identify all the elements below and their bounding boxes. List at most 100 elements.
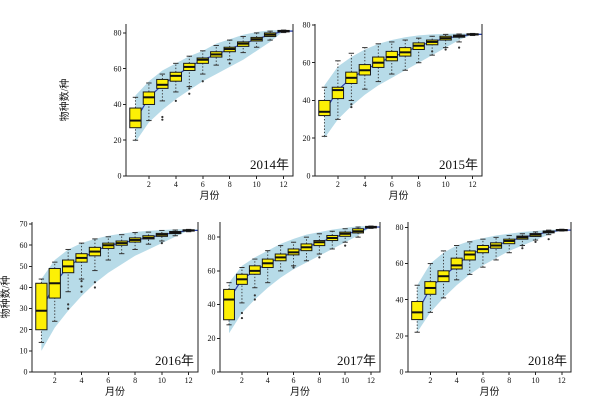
- box-month-1: [223, 282, 235, 326]
- y-tick-label: 30: [20, 304, 28, 313]
- box-month-2: [48, 261, 61, 322]
- y-tick-label: 70: [20, 220, 28, 229]
- box-month-11: [352, 226, 364, 238]
- x-tick-label: 12: [367, 376, 375, 385]
- x-tick-label: 8: [417, 180, 421, 189]
- year-label: 2014年: [250, 157, 289, 172]
- y-tick-label: 20: [20, 325, 28, 334]
- box-rect: [129, 107, 142, 129]
- outlier-point: [161, 115, 164, 119]
- box-month-3: [345, 52, 358, 101]
- confidence-band: [417, 229, 571, 333]
- year-label: 2015年: [439, 157, 478, 172]
- box-month-8: [412, 37, 425, 64]
- box-month-5: [88, 238, 102, 272]
- x-tick-label: 4: [174, 180, 178, 189]
- y-tick-label: 20: [208, 334, 216, 343]
- outlier-point: [521, 247, 524, 250]
- box-month-12: [182, 228, 195, 233]
- y-tick-label: 40: [208, 300, 216, 309]
- box-month-10: [155, 229, 168, 242]
- outlier-point: [534, 240, 537, 243]
- y-tick-label: 20: [303, 134, 311, 143]
- x-tick-label: 8: [133, 376, 137, 385]
- y-tick-label: 0: [307, 172, 311, 181]
- y-tick-label: 0: [400, 368, 404, 377]
- outlier-point: [188, 92, 191, 95]
- box-month-10: [529, 231, 542, 241]
- y-tick-label: 50: [20, 262, 28, 271]
- x-tick-label: 6: [390, 180, 394, 189]
- box-month-8: [503, 235, 516, 254]
- axes-frame: [407, 222, 572, 373]
- box-month-5: [463, 241, 476, 275]
- confidence-band: [324, 33, 482, 139]
- x-tick-label: 10: [158, 376, 166, 385]
- x-tick-label: 8: [507, 376, 511, 385]
- box-month-6: [385, 41, 398, 75]
- box-month-1: [129, 96, 142, 141]
- x-tick-label: 10: [341, 376, 349, 385]
- x-tick-label: 10: [532, 376, 540, 385]
- box-month-8: [313, 233, 326, 255]
- x-axis-label: 月份: [290, 386, 310, 398]
- chart-panel-2015: 0 20 40 60 80 2 4 6 8 10 12 月份 2015年: [290, 2, 490, 204]
- year-label: 2016年: [155, 353, 194, 368]
- outlier-point: [67, 303, 70, 306]
- axes-frame: [219, 222, 381, 373]
- box-month-9: [326, 230, 339, 250]
- box-rect: [411, 301, 424, 321]
- chart-panel-2016: 0 10 20 30 40 50 60 70 2 4 6 8 10 12 月份 物种数/种 2016年: [0, 212, 204, 404]
- x-tick-label: 4: [363, 180, 367, 189]
- outlier-point: [67, 307, 70, 310]
- chart-panel-2018: 0 20 40 60 80 2 4 6 8 10 12 月份 2018年: [388, 212, 578, 404]
- y-tick-label: 40: [20, 283, 28, 292]
- box-month-10: [250, 32, 263, 48]
- box-month-4: [169, 62, 182, 93]
- outlier-point: [344, 244, 347, 247]
- box-month-11: [452, 33, 466, 43]
- box-month-2: [142, 82, 156, 122]
- y-tick-label: 80: [208, 233, 216, 242]
- box-month-10: [339, 228, 352, 243]
- box-month-3: [156, 73, 169, 102]
- box-month-11: [263, 30, 277, 41]
- x-tick-label: 2: [428, 376, 432, 385]
- box-month-2: [331, 60, 345, 120]
- box-month-8: [128, 232, 142, 250]
- x-axis-label: 月份: [200, 190, 220, 202]
- y-tick-label: 60: [303, 58, 311, 67]
- x-tick-label: 8: [228, 180, 232, 189]
- x-tick-label: 6: [481, 376, 485, 385]
- outlier-point: [80, 290, 83, 293]
- box-month-1: [411, 284, 424, 333]
- chart-panel-2017: 0 20 40 60 80 2 4 6 8 10 12 月份 2017年: [200, 212, 386, 404]
- confidence-band: [41, 229, 198, 351]
- boxplot-svg-2017年: 0 20 40 60 80 2 4 6 8 10 12 月份 2017年: [208, 222, 381, 398]
- outlier-point: [431, 50, 434, 53]
- box-month-7: [490, 236, 503, 261]
- box-rect: [223, 288, 235, 321]
- x-tick-label: 10: [442, 180, 450, 189]
- y-tick-label: 60: [114, 64, 122, 73]
- x-tick-label: 2: [240, 376, 244, 385]
- y-tick-label: 80: [114, 29, 122, 38]
- box-month-7: [115, 234, 128, 255]
- x-tick-label: 2: [147, 180, 151, 189]
- box-month-3: [248, 258, 261, 289]
- box-month-7: [300, 236, 313, 262]
- axes-frame: [31, 222, 199, 373]
- y-axis-label: 物种数/种: [58, 79, 71, 122]
- outlier-point: [240, 311, 244, 315]
- outlier-point: [350, 105, 353, 109]
- y-tick-label: 40: [114, 100, 122, 109]
- y-tick-label: 80: [303, 21, 311, 30]
- outlier-point: [444, 48, 447, 51]
- box-month-5: [183, 55, 196, 88]
- y-tick-label: 20: [396, 331, 404, 340]
- outlier-point: [350, 103, 353, 106]
- box-month-4: [450, 244, 463, 281]
- box-month-11: [169, 229, 182, 237]
- y-tick-label: 10: [20, 346, 28, 355]
